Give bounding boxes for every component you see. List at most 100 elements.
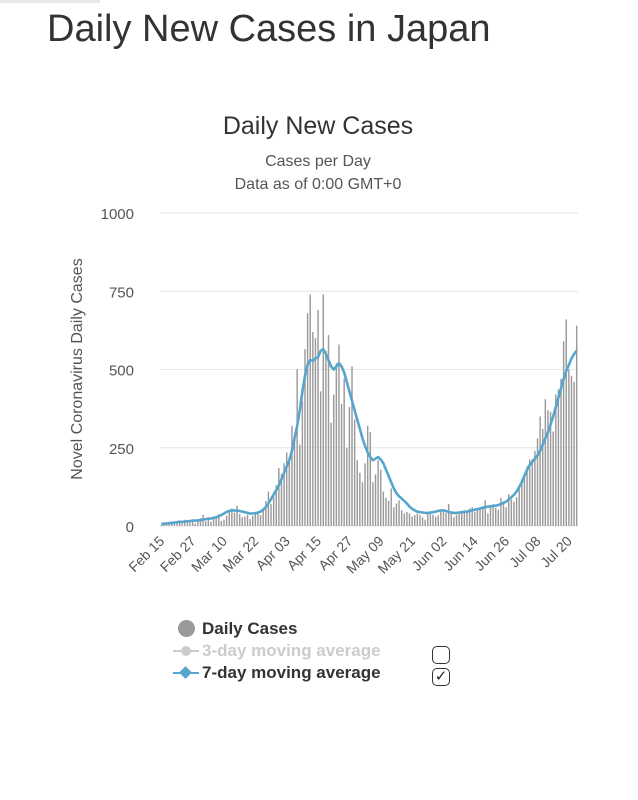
daily-cases-bar	[568, 369, 570, 526]
daily-cases-bar	[244, 516, 246, 526]
daily-cases-bar	[453, 517, 455, 526]
daily-cases-bar	[306, 313, 309, 526]
daily-cases-bar	[380, 469, 382, 526]
daily-cases-bar	[309, 294, 311, 526]
x-tick-label: Apr 03	[252, 533, 293, 574]
chart-title: Daily New Cases	[223, 112, 413, 140]
daily-cases-bar	[186, 521, 189, 526]
daily-cases-bar	[241, 517, 244, 526]
daily-cases-bar	[484, 500, 486, 526]
daily-cases-bar	[181, 523, 183, 526]
daily-cases-bar	[434, 516, 437, 526]
daily-cases-bar	[197, 520, 199, 526]
daily-cases-bar	[374, 474, 377, 526]
daily-cases-bar	[539, 416, 541, 526]
daily-cases-bar	[212, 516, 215, 526]
daily-cases-bar	[489, 507, 492, 526]
daily-cases-bar	[458, 513, 460, 526]
daily-cases-bar	[442, 511, 445, 526]
daily-cases-bar	[343, 378, 345, 526]
daily-cases-bar	[293, 435, 296, 526]
daily-cases-bar	[414, 515, 416, 526]
daily-cases-bar	[518, 485, 520, 526]
daily-cases-bar	[160, 525, 163, 526]
daily-cases-bar	[353, 419, 356, 526]
legend-label: 3-day moving average	[202, 641, 381, 660]
daily-cases-bar	[437, 515, 439, 526]
daily-cases-bar	[207, 517, 210, 526]
daily-cases-bar	[411, 516, 413, 526]
x-tick-label: Jun 02	[409, 533, 450, 574]
daily-cases-bar	[288, 457, 291, 526]
daily-cases-bar	[191, 519, 194, 526]
daily-cases-bar	[497, 509, 500, 526]
daily-cases-bar	[215, 517, 217, 526]
legend-item-daily-cases[interactable]: Daily Cases	[172, 618, 297, 640]
daily-cases-bar	[254, 512, 257, 526]
daily-cases-bar	[419, 515, 421, 526]
daily-cases-bars	[160, 294, 578, 526]
legend-label: 7-day moving average	[202, 663, 381, 682]
x-tick-label: Jun 14	[440, 533, 481, 574]
daily-cases-bar	[573, 382, 575, 526]
daily-cases-bar	[429, 513, 432, 526]
y-tick-label: 0	[126, 519, 134, 536]
daily-cases-bar	[291, 425, 293, 526]
daily-cases-bar	[450, 511, 453, 526]
daily-cases-bar	[265, 500, 267, 526]
daily-cases-bar	[468, 508, 471, 526]
daily-cases-bar	[236, 505, 238, 526]
legend-item-3-day-average[interactable]: 3-day moving average	[172, 640, 381, 662]
3-day-average-checkbox[interactable]	[432, 646, 450, 664]
daily-cases-bar	[210, 521, 212, 526]
chart-subtitle-line: Data as of 0:00 GMT+0	[235, 176, 402, 193]
daily-cases-bar	[285, 452, 288, 526]
checkmark-icon: ✓	[434, 668, 448, 685]
y-tick-label: 250	[109, 441, 134, 458]
daily-cases-bar	[575, 325, 578, 526]
daily-cases-bar	[314, 338, 317, 526]
daily-cases-bar	[340, 403, 343, 526]
daily-cases-bar	[531, 459, 533, 526]
y-axis-label: Novel Coronavirus Daily Cases	[69, 258, 86, 479]
daily-cases-bar	[505, 507, 507, 526]
daily-cases-bar	[494, 507, 497, 526]
daily-cases-bar	[395, 503, 398, 526]
daily-cases-bar	[479, 507, 481, 526]
daily-cases-bar	[231, 508, 233, 526]
daily-cases-bar	[390, 488, 392, 526]
daily-cases-bar	[218, 514, 220, 526]
legend-item-7-day-average[interactable]: 7-day moving average	[172, 662, 381, 684]
daily-cases-bar	[547, 410, 549, 526]
daily-cases-bar	[233, 512, 236, 526]
daily-cases-bar	[238, 514, 241, 526]
daily-cases-bar	[521, 479, 523, 526]
daily-cases-bar	[534, 450, 536, 526]
daily-cases-bar	[400, 510, 403, 526]
daily-cases-bar	[481, 507, 484, 526]
daily-cases-bar	[463, 510, 466, 526]
7-day-average-checkbox[interactable]: ✓	[432, 668, 450, 686]
daily-cases-bar	[168, 524, 170, 526]
daily-cases-bar	[301, 400, 304, 526]
daily-cases-bar	[205, 521, 207, 526]
daily-cases-bar	[278, 468, 280, 526]
daily-cases-bar	[387, 500, 390, 526]
daily-cases-bar	[432, 514, 434, 526]
daily-cases-bar	[372, 482, 374, 526]
top-divider	[0, 0, 100, 3]
daily-cases-bar	[393, 507, 395, 526]
daily-cases-bar	[296, 369, 298, 526]
daily-cases-bar	[542, 428, 544, 526]
daily-cases-bar	[364, 463, 366, 526]
daily-cases-bar	[565, 319, 567, 526]
daily-cases-bar	[445, 512, 447, 526]
daily-cases-bar	[275, 485, 277, 526]
daily-cases-bar	[500, 497, 502, 526]
page-title: Daily New Cases in Japan	[47, 8, 491, 50]
daily-cases-bar	[502, 504, 505, 526]
x-tick-label: Mar 22	[219, 533, 261, 575]
daily-cases-bar	[523, 474, 526, 526]
daily-cases-bar	[421, 517, 424, 526]
